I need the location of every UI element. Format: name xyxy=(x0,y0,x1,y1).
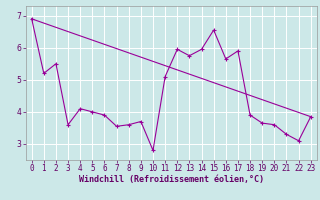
X-axis label: Windchill (Refroidissement éolien,°C): Windchill (Refroidissement éolien,°C) xyxy=(79,175,264,184)
